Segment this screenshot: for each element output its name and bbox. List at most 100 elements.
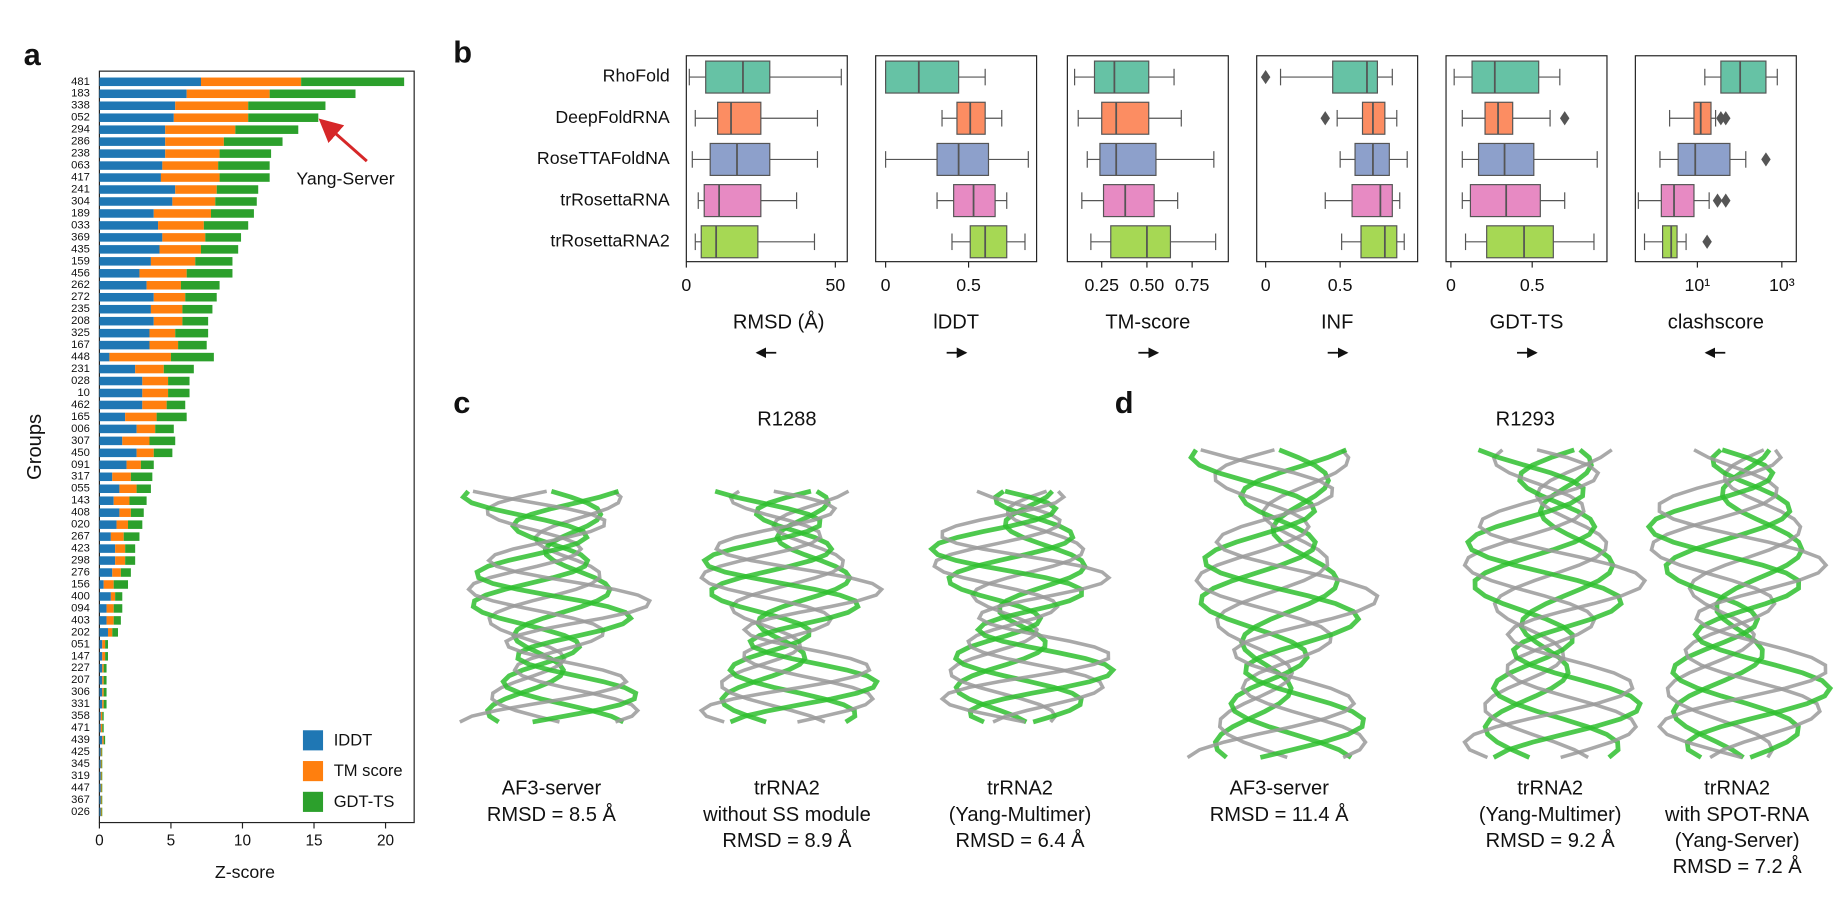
x-tick-label: 0 (1446, 275, 1456, 295)
x-tick-label: 0 (681, 275, 691, 295)
bar-segment (99, 149, 166, 158)
bar-segment (173, 113, 249, 122)
bar-segment (195, 257, 233, 266)
y-tick-label: 10 (77, 387, 90, 399)
ribbon (1663, 448, 1801, 760)
bar-segment (128, 520, 143, 529)
structure-caption: (Yang-Multimer) (949, 804, 1092, 826)
bar-segment (100, 771, 102, 781)
bar-segment (142, 400, 167, 410)
bar-segment (215, 197, 257, 206)
box (936, 142, 990, 176)
bar-segment (99, 699, 103, 709)
y-tick-label: 403 (71, 614, 90, 626)
bar-segment (99, 424, 137, 434)
bar-segment (99, 257, 151, 266)
bar-segment (165, 149, 220, 158)
bar-segment (99, 364, 136, 374)
bar-segment (99, 352, 110, 362)
bar-segment (122, 436, 150, 446)
ribbon (1215, 448, 1351, 760)
bar-segment (150, 257, 196, 266)
bar-segment (140, 460, 154, 470)
bar-segment (168, 376, 190, 386)
panel-label: c (453, 385, 470, 420)
x-tick-label: 0.50 (1130, 275, 1165, 295)
bar-segment (125, 412, 157, 422)
bar-segment (107, 628, 113, 637)
structure-caption: trRNA2 (1517, 778, 1583, 800)
bar-segment (103, 687, 107, 697)
panel-label: a (24, 37, 42, 72)
x-tick-label: 0.5 (956, 275, 981, 295)
bar-segment (178, 340, 207, 350)
panel-label: b (453, 35, 472, 70)
box (717, 101, 762, 135)
structure-caption: AF3-server (502, 778, 602, 800)
bar-segment (113, 580, 129, 589)
bar-segment (99, 448, 137, 458)
bar-segment (99, 556, 116, 565)
bar-segment (139, 269, 187, 278)
x-tick-label: 0.75 (1175, 275, 1210, 295)
x-tick-label: 10³ (1769, 275, 1795, 295)
bar-segment (99, 125, 166, 134)
plot-frame (685, 55, 848, 263)
bar-segment (165, 125, 236, 134)
box (1332, 60, 1378, 94)
bar-segment (99, 340, 150, 350)
bar-segment (99, 388, 143, 398)
bar-segment (166, 400, 186, 410)
bar-segment (99, 759, 101, 769)
bar-segment (99, 795, 101, 805)
y-tick-label: 238 (71, 148, 90, 160)
x-axis-label: Z-score (215, 862, 275, 882)
y-tick-label: 307 (71, 435, 90, 447)
bar-segment (99, 616, 107, 625)
box (1720, 60, 1767, 94)
structure-render (698, 488, 885, 725)
bar-segment (119, 484, 137, 494)
ribbon (1462, 448, 1648, 760)
bar-segment (223, 137, 283, 146)
bar-segment (210, 209, 254, 218)
bar-segment (205, 233, 242, 242)
structure-caption: RMSD = 6.4 Å (955, 829, 1085, 852)
ribbon (698, 489, 885, 724)
bar-segment (175, 101, 249, 110)
bar-segment (99, 197, 173, 206)
y-tick-label: 319 (71, 770, 90, 782)
bar-segment (99, 460, 127, 470)
bar-segment (100, 747, 102, 757)
flier (1716, 111, 1726, 126)
bar-segment (125, 544, 136, 553)
box (700, 225, 759, 259)
bar-segment (99, 328, 150, 338)
y-tick-label: 052 (71, 112, 90, 124)
flier (1559, 111, 1570, 126)
y-tick-label: 202 (71, 626, 90, 638)
bar-segment (110, 592, 116, 601)
box (1677, 142, 1731, 176)
bar-segment (99, 652, 103, 661)
bar-segment (99, 376, 143, 386)
y-tick-label: 408 (71, 507, 90, 519)
bar-segment (170, 352, 214, 362)
box (1471, 60, 1540, 94)
bar-segment (160, 173, 220, 182)
bar-segment (101, 759, 103, 769)
bar-segment (116, 520, 129, 529)
y-tick-label: 055 (71, 483, 90, 495)
x-tick-label: 0 (95, 833, 104, 850)
y-tick-label: 423 (71, 543, 90, 555)
bar-segment (99, 771, 101, 781)
bar-segment (162, 161, 219, 170)
y-tick-label: 448 (71, 351, 90, 363)
bar-segment (99, 508, 120, 517)
ribbon (466, 489, 641, 724)
bar-segment (100, 783, 102, 793)
bar-segment (129, 496, 147, 505)
bar-segment (99, 532, 111, 541)
bar-segment (163, 364, 194, 374)
